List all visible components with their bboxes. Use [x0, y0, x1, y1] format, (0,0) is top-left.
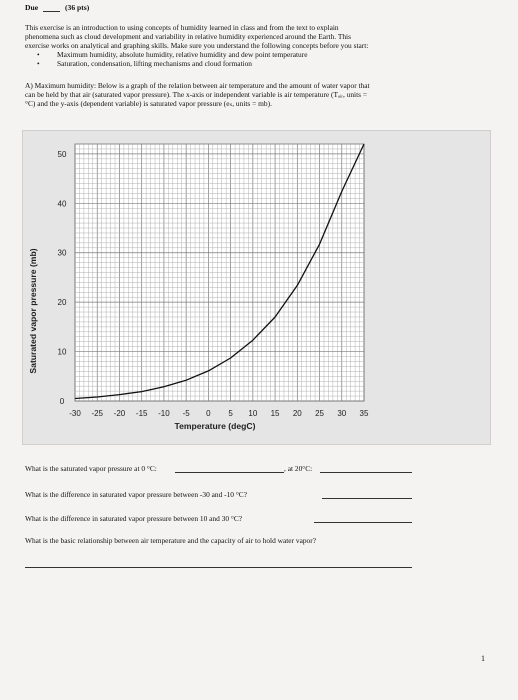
answer-blank-20c[interactable]: [320, 472, 412, 473]
intro-line-1: This exercise is an introduction to usin…: [25, 23, 339, 32]
x-tick-label: -25: [91, 409, 103, 418]
question-4: What is the basic relationship between a…: [25, 536, 316, 545]
y-tick-label: 30: [58, 249, 67, 258]
due-label: Due: [25, 3, 39, 12]
x-axis-label: Temperature (degC): [174, 421, 255, 431]
answer-blank-diff-cold[interactable]: [322, 498, 412, 499]
question-1b: , at 20°C:: [284, 464, 313, 473]
x-tick-label: 0: [206, 409, 211, 418]
points-label: (36 pts): [65, 3, 90, 12]
x-tick-label: 20: [293, 409, 302, 418]
bullet-icon: •: [37, 50, 40, 59]
x-tick-label: -30: [69, 409, 81, 418]
series-line: [74, 143, 365, 400]
x-tick-label: 5: [228, 409, 233, 418]
x-tick-label: 25: [315, 409, 324, 418]
y-tick-label: 0: [60, 397, 65, 406]
part-a-line-1: A) Maximum humidity: Below is a graph of…: [25, 81, 370, 90]
answer-line-relationship[interactable]: [25, 567, 412, 568]
y-tick-label: 40: [58, 199, 67, 208]
y-tick-label: 10: [58, 348, 67, 357]
part-a-line-2: can be held by that air (saturated vapor…: [25, 90, 368, 99]
part-a-line-3: °C) and the y-axis (dependent variable) …: [25, 99, 272, 108]
y-axis-label: Saturated vapor pressure (mb): [28, 248, 38, 373]
x-tick-label: -15: [136, 409, 148, 418]
x-tick-label: -20: [114, 409, 126, 418]
page-number: 1: [481, 654, 485, 663]
x-tick-label: 15: [271, 409, 280, 418]
x-tick-label: 35: [360, 409, 369, 418]
intro-line-2: phenomena such as cloud development and …: [25, 32, 351, 41]
intro-line-3: exercise works on analytical and graphin…: [25, 41, 369, 50]
bullet-item: Maximum humidity, absolute humidity, rel…: [57, 50, 308, 59]
y-tick-label: 50: [58, 150, 67, 159]
vapor-pressure-chart: -30 -25 -20 -15 -10 -5 0 5 10 15 20 25 30 35 0 10 20 30 40…: [28, 143, 369, 431]
bullet-item: Saturation, condensation, lifting mechan…: [57, 59, 252, 68]
x-tick-label: 30: [337, 409, 346, 418]
y-tick-label: 20: [58, 298, 67, 307]
bullet-icon: •: [37, 59, 40, 68]
x-tick-label: -10: [158, 409, 170, 418]
answer-blank-diff-warm[interactable]: [314, 522, 412, 523]
due-blank[interactable]: [43, 11, 60, 12]
x-tick-label: -5: [183, 409, 191, 418]
x-tick-label: 10: [248, 409, 257, 418]
question-1a: What is the saturated vapor pressure at …: [25, 464, 157, 473]
answer-blank-0c[interactable]: [175, 472, 284, 473]
question-3: What is the difference in saturated vapo…: [25, 514, 243, 523]
question-2: What is the difference in saturated vapo…: [25, 490, 247, 499]
